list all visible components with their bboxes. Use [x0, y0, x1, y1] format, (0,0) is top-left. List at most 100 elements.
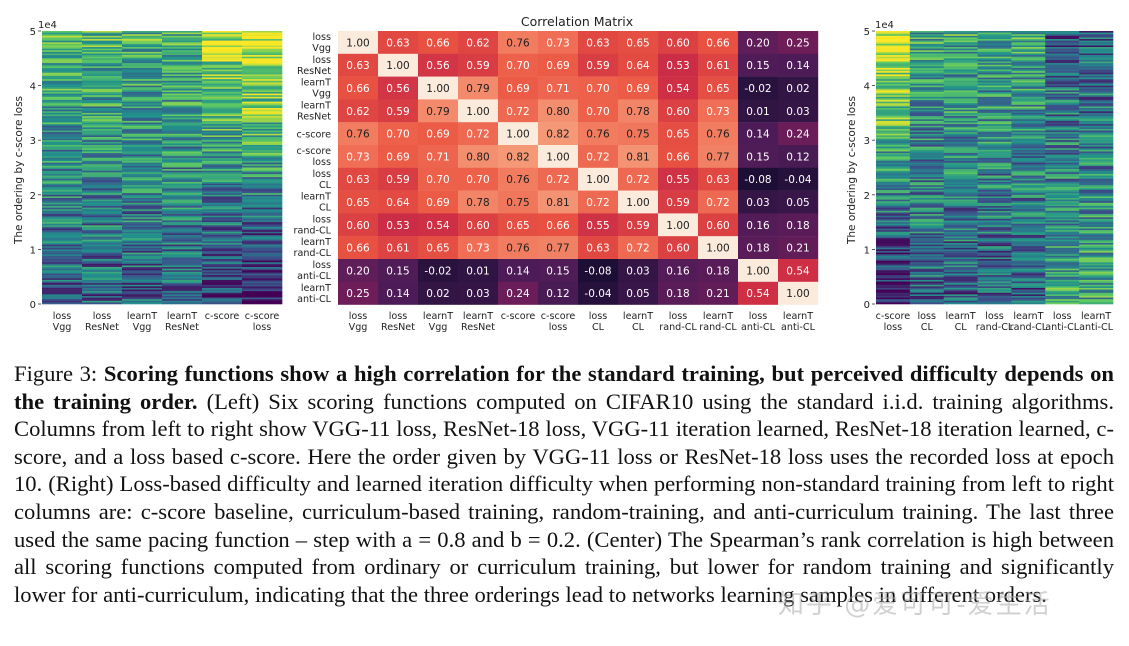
heatmap-stripe [876, 159, 911, 162]
heatmap-stripe [909, 156, 945, 159]
heatmap-stripe [909, 140, 945, 143]
heatmap-stripe [162, 42, 203, 45]
heatmap-stripe [943, 175, 978, 178]
cell-value: 1.00 [786, 288, 809, 300]
heatmap-stripe [1011, 50, 1046, 53]
heatmap-stripe [1079, 201, 1114, 204]
heatmap-stripe [242, 45, 283, 48]
heatmap-stripe [242, 238, 283, 241]
heatmap-stripe [162, 206, 203, 208]
heatmap-stripe [1011, 262, 1046, 265]
heatmap-stripe [202, 140, 243, 143]
heatmap-stripe [122, 210, 163, 213]
heatmap-stripe [242, 117, 283, 120]
heatmap-stripe [1045, 283, 1080, 286]
xtick-label: rand-CL [1010, 322, 1048, 333]
heatmap-stripe [162, 281, 203, 284]
heatmap-stripe [162, 140, 203, 143]
heatmap-stripe [122, 108, 163, 110]
heatmap-stripe [162, 133, 203, 136]
heatmap-stripe [909, 101, 945, 104]
heatmap-stripe [42, 183, 83, 186]
heatmap-stripe [82, 32, 123, 35]
heatmap-stripe [1079, 61, 1114, 64]
heatmap-stripe [943, 48, 978, 51]
heatmap-stripe [42, 265, 83, 268]
correlation-cell [498, 281, 539, 305]
heatmap-stripe [202, 241, 243, 244]
heatmap-stripe [242, 82, 283, 85]
heatmap-stripe [122, 159, 163, 162]
heatmap-stripe [202, 196, 243, 199]
heatmap-stripe [943, 154, 978, 157]
heatmap-stripe [162, 265, 203, 268]
col-label: Vgg [429, 322, 448, 333]
heatmap-stripe [977, 114, 1012, 117]
heatmap-stripe [82, 177, 123, 180]
heatmap-stripe [42, 96, 83, 99]
heatmap-stripe [42, 244, 83, 247]
heatmap-stripe [242, 247, 283, 250]
heatmap-stripe [876, 217, 911, 220]
heatmap-stripe [876, 39, 911, 41]
heatmap-stripe [202, 236, 243, 239]
col-label: loss [669, 311, 688, 322]
heatmap-stripe [122, 215, 163, 218]
heatmap-stripe [42, 185, 83, 188]
cell-value: 0.66 [346, 243, 370, 255]
heatmap-stripe [876, 198, 911, 200]
correlation-cell [698, 122, 739, 146]
heatmap-stripe [1011, 185, 1046, 188]
heatmap-stripe [162, 138, 203, 141]
heatmap-stripe [977, 103, 1012, 106]
heatmap-stripe [202, 136, 243, 139]
heatmap-stripe [943, 201, 978, 204]
heatmap-stripe [909, 249, 945, 252]
heatmap-stripe [1079, 143, 1114, 146]
heatmap-stripe [1079, 42, 1114, 45]
heatmap-stripe [1011, 120, 1046, 123]
heatmap-stripe [162, 218, 203, 221]
heatmap-stripe [876, 138, 911, 141]
heatmap-stripe [202, 199, 243, 202]
correlation-cell [378, 76, 419, 100]
heatmap-stripe [876, 193, 911, 196]
heatmap-stripe [82, 209, 123, 212]
heatmap-stripe [122, 299, 163, 302]
cell-value: 1.00 [346, 37, 369, 49]
heatmap-stripe [202, 37, 243, 40]
heatmap-stripe [977, 177, 1012, 180]
heatmap-stripe [202, 156, 243, 159]
heatmap-stripe [242, 188, 283, 191]
heatmap-stripe [122, 92, 163, 94]
heatmap-stripe [242, 156, 283, 159]
heatmap-stripe [242, 47, 283, 49]
heatmap-stripe [82, 34, 123, 37]
heatmap-stripe [162, 212, 203, 215]
heatmap-stripe [242, 116, 283, 119]
correlation-matrix-panel: Correlation Matrix 1.00 0.63 0.66 0.62 0.76 0… [294, 14, 819, 333]
heatmap-stripe [42, 193, 83, 196]
heatmap-stripe [42, 223, 83, 226]
heatmap-stripe [1011, 178, 1046, 181]
heatmap-stripe [242, 90, 283, 93]
heatmap-stripe [202, 48, 243, 51]
correlation-cell [458, 167, 499, 191]
heatmap-stripe [876, 291, 911, 294]
heatmap-stripe [82, 132, 123, 135]
heatmap-stripe [122, 263, 163, 266]
cell-value: 0.69 [546, 60, 569, 72]
heatmap-stripe [82, 87, 123, 90]
heatmap-stripe [1079, 207, 1114, 210]
heatmap-stripe [242, 72, 283, 75]
heatmap-stripe [943, 169, 978, 172]
heatmap-stripe [977, 101, 1012, 104]
heatmap-stripe [909, 181, 945, 184]
heatmap-stripe [1011, 47, 1046, 49]
row-label: learnT [301, 283, 331, 294]
heatmap-stripe [909, 180, 945, 183]
cell-value: 0.12 [786, 151, 809, 163]
heatmap-stripe [42, 239, 83, 242]
heatmap-stripe [82, 236, 123, 239]
